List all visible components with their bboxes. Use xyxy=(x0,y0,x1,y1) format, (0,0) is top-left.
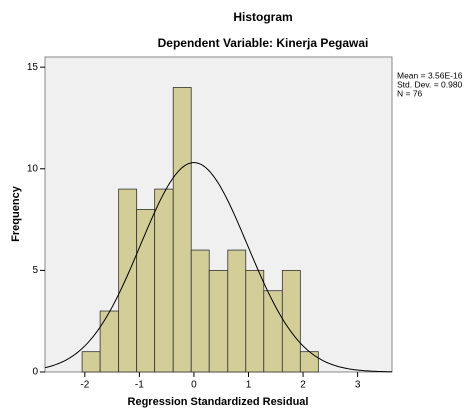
chart-subtitle: Dependent Variable: Kinerja Pegawai xyxy=(158,36,369,50)
bar xyxy=(190,249,210,373)
x-tick-label: 1 xyxy=(246,380,252,391)
stat-label: Mean = 3.56E-16 xyxy=(397,70,463,80)
y-tick-label: 0 xyxy=(32,367,38,378)
stat-label: N = 76 xyxy=(397,88,423,98)
bar xyxy=(154,188,174,373)
bar xyxy=(99,310,120,373)
bar xyxy=(299,351,319,373)
stat-label: Std. Dev. = 0.980 xyxy=(397,79,463,89)
x-axis-title: Regression Standardized Residual xyxy=(128,396,309,408)
chart-title: Histogram xyxy=(233,10,292,24)
x-tick-label: 3 xyxy=(355,380,361,391)
bar xyxy=(227,249,247,373)
bar xyxy=(118,188,138,373)
x-tick-label: 2 xyxy=(300,380,306,391)
x-tick-label: -2 xyxy=(80,380,89,391)
x-tick-label: -1 xyxy=(135,380,144,391)
bar xyxy=(208,269,229,373)
normal-curve xyxy=(44,162,393,373)
x-tick-label: 0 xyxy=(191,380,197,391)
bar xyxy=(245,269,265,373)
bar xyxy=(281,269,301,373)
bar xyxy=(81,351,101,373)
y-tick-label: 5 xyxy=(32,265,38,276)
y-tick-label: 15 xyxy=(27,62,39,73)
bar xyxy=(172,87,192,373)
y-axis-title: Frequency xyxy=(10,185,22,242)
y-tick-label: 10 xyxy=(27,163,39,174)
